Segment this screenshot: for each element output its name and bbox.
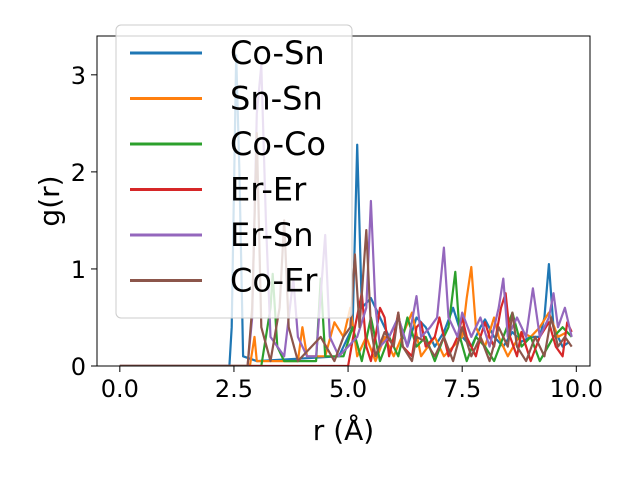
plot-series-group xyxy=(119,54,573,366)
x-tick-label: 2.5 xyxy=(215,375,253,403)
y-tick-label: 1 xyxy=(71,256,86,284)
y-tick-label: 0 xyxy=(71,353,86,381)
x-axis-label: r (Å) xyxy=(313,413,374,447)
x-tick-label: 5.0 xyxy=(329,375,367,403)
series-line-sn-sn xyxy=(119,265,568,366)
legend-label: Er-Er xyxy=(230,171,307,209)
y-tick-label: 3 xyxy=(71,62,86,90)
y-tick-label: 2 xyxy=(71,159,86,187)
legend-label: Co-Er xyxy=(230,262,318,300)
y-axis-label: g(r) xyxy=(33,175,66,226)
y-axis: 0 1 2 3 xyxy=(71,62,97,381)
legend-label: Co-Sn xyxy=(230,34,325,72)
legend-label: Er-Sn xyxy=(230,216,313,254)
x-tick-label: 7.5 xyxy=(443,375,481,403)
legend: Co-Sn Sn-Sn Co-Co Er-Er Er-Sn Co-Er xyxy=(115,24,353,319)
x-tick-label: 10.0 xyxy=(550,375,603,403)
legend-label: Co-Co xyxy=(230,125,326,163)
x-axis: 0.0 2.5 5.0 7.5 10.0 xyxy=(101,366,603,403)
x-tick-label: 0.0 xyxy=(101,375,139,403)
series-line-co-sn xyxy=(119,54,571,366)
series-line-er-er xyxy=(119,292,573,366)
legend-label: Sn-Sn xyxy=(230,80,323,118)
